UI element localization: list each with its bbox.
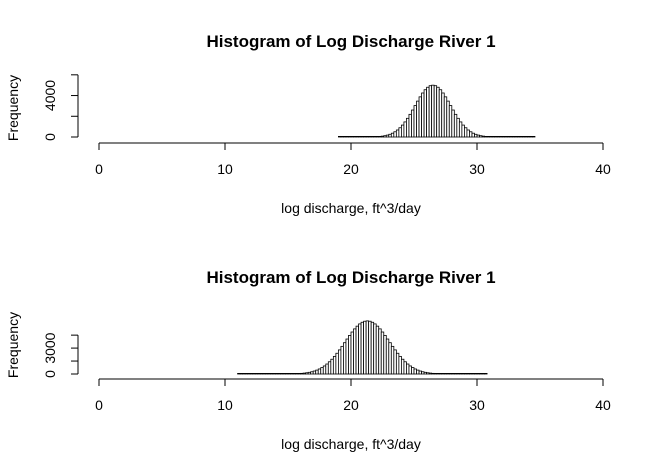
- x-axis-label: log discharge, ft^3/day: [281, 200, 421, 216]
- y-axis-label: Frequency: [5, 312, 21, 378]
- histogram-panel-bottom: Histogram of Log Discharge River 1 Frequ…: [5, 268, 611, 452]
- x-tick-label: 0: [95, 161, 103, 177]
- x-tick-label: 20: [343, 161, 359, 177]
- x-tick-label: 20: [343, 397, 359, 413]
- histogram-bar: [484, 372, 488, 375]
- x-tick-label: 0: [95, 397, 103, 413]
- y-tick-label: 0: [42, 133, 58, 141]
- x-axis: 0 10 20 30 40: [95, 142, 611, 177]
- chart-title: Histogram of Log Discharge River 1: [206, 32, 495, 51]
- histogram-bars: [337, 84, 536, 138]
- chart-title: Histogram of Log Discharge River 1: [206, 268, 495, 287]
- y-axis-label: Frequency: [5, 75, 21, 141]
- x-tick-label: 10: [217, 397, 233, 413]
- x-tick-label: 40: [595, 161, 611, 177]
- y-tick-label: 0: [42, 370, 58, 378]
- x-tick-label: 40: [595, 397, 611, 413]
- y-tick-label: 3000: [42, 332, 58, 363]
- y-axis: 0 3000: [42, 332, 79, 378]
- histogram-bars: [237, 320, 488, 375]
- x-tick-label: 30: [469, 161, 485, 177]
- y-tick-label: 4000: [42, 80, 58, 111]
- histogram-bar: [532, 135, 536, 138]
- x-axis: 0 10 20 30 40: [95, 378, 611, 413]
- x-tick-label: 10: [217, 161, 233, 177]
- y-axis: 0 4000: [42, 74, 79, 141]
- histogram-panel-top: Histogram of Log Discharge River 1 Frequ…: [5, 32, 611, 216]
- x-axis-label: log discharge, ft^3/day: [281, 436, 421, 452]
- x-tick-label: 30: [469, 397, 485, 413]
